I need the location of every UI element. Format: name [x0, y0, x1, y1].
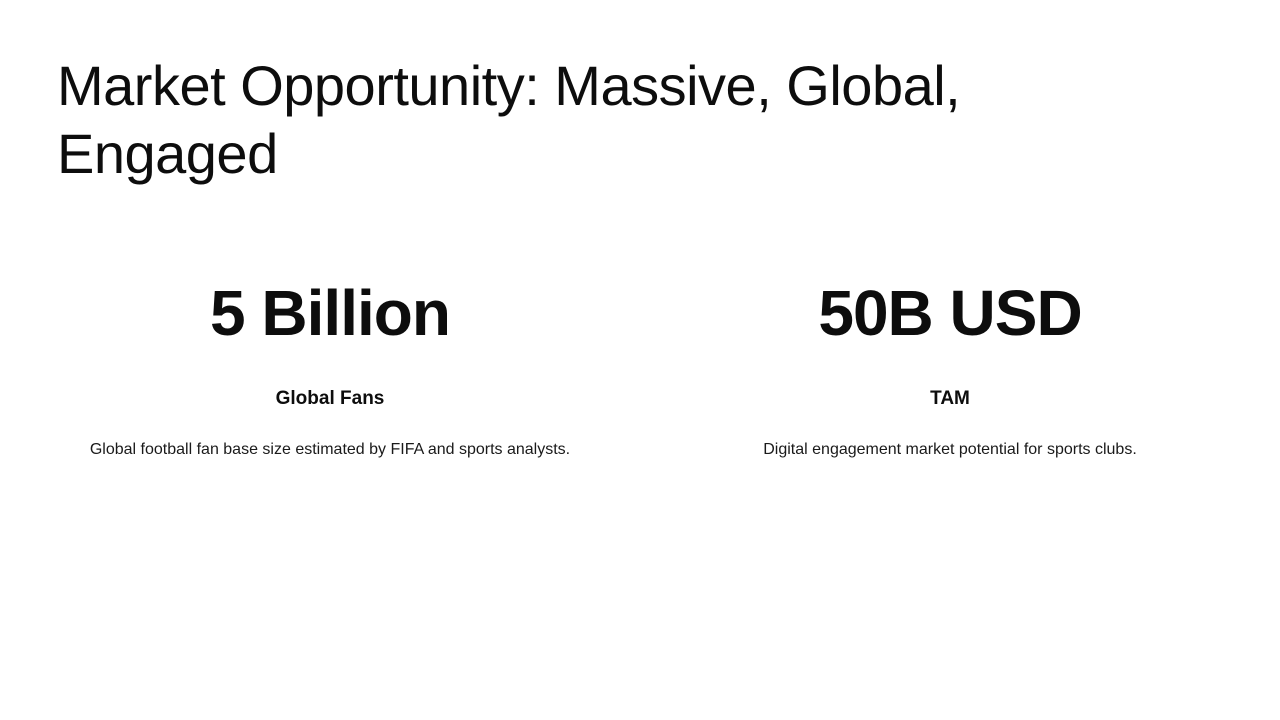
stat-label: Global Fans: [275, 387, 385, 409]
stat-value: 50B USD: [818, 276, 1082, 349]
stat-card-global-fans: 5 Billion Global Fans Global football fa…: [20, 281, 640, 461]
stats-grid: 5 Billion Global Fans Global football fa…: [0, 281, 1280, 461]
slide: Market Opportunity: Massive, Global, Eng…: [0, 52, 1280, 720]
stat-label: TAM: [930, 387, 970, 409]
stat-card-tam: 50B USD TAM Digital engagement market po…: [640, 281, 1260, 461]
stat-value: 5 Billion: [210, 276, 451, 349]
slide-title: Market Opportunity: Massive, Global, Eng…: [57, 54, 961, 185]
stat-description: Digital engagement market potential for …: [763, 441, 1137, 459]
stat-description: Global football fan base size estimated …: [89, 441, 571, 459]
